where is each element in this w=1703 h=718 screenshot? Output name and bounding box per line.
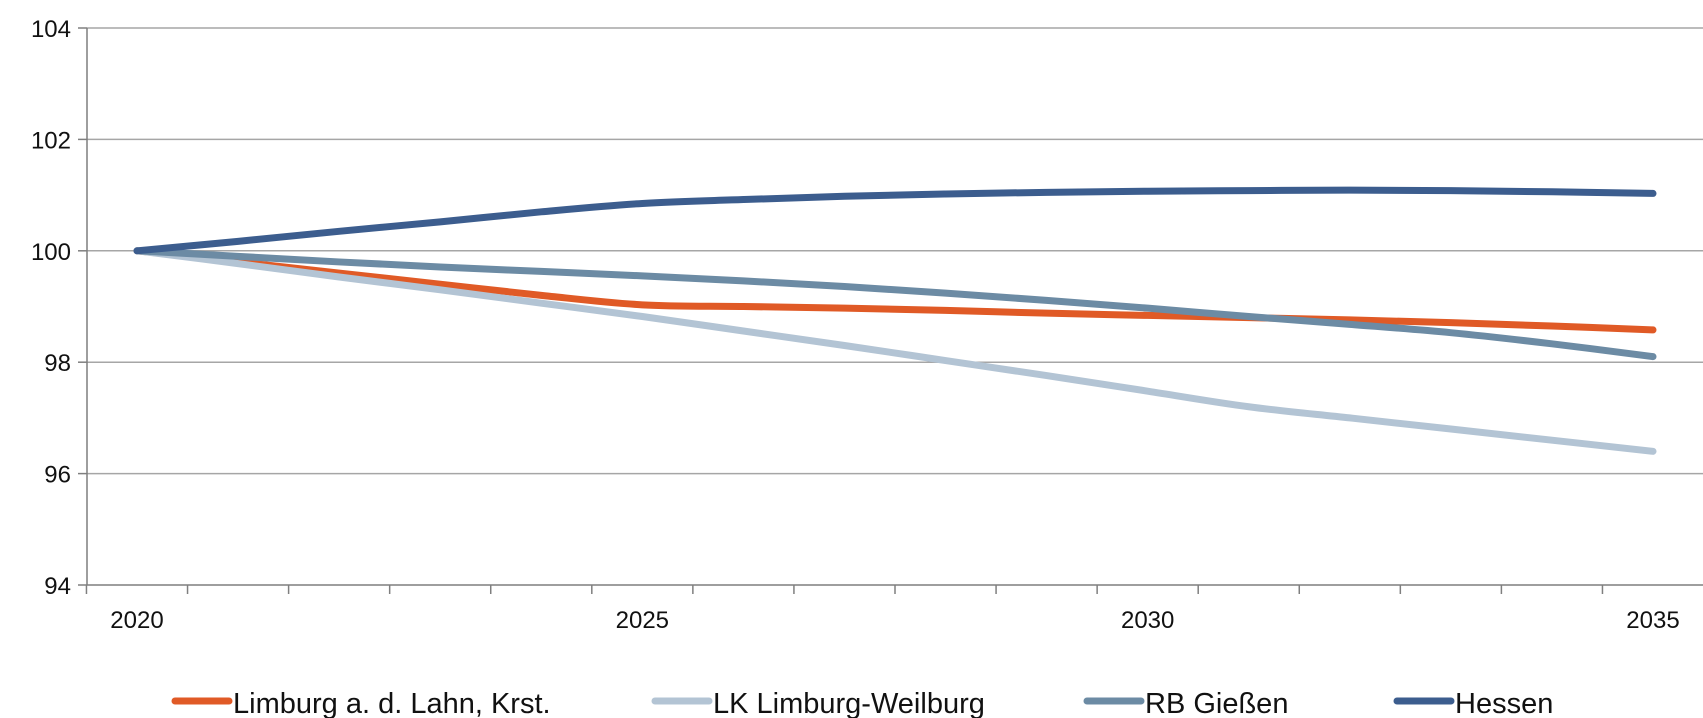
x-tick-label: 2030 bbox=[1121, 607, 1174, 634]
legend-label: Limburg a. d. Lahn, Krst. bbox=[233, 688, 551, 718]
y-tick-label: 98 bbox=[44, 350, 71, 377]
series-line-4 bbox=[133, 186, 1657, 255]
series-lines bbox=[133, 186, 1657, 455]
legend: Limburg a. d. Lahn, Krst. LK Limburg-Weil… bbox=[171, 688, 1553, 718]
legend-label: Hessen bbox=[1455, 688, 1553, 718]
series-line-1 bbox=[133, 247, 1657, 334]
series-line-2 bbox=[133, 247, 1657, 455]
y-tick-label: 104 bbox=[31, 16, 71, 43]
series-line-3 bbox=[133, 247, 1657, 361]
y-tick-label: 102 bbox=[31, 127, 71, 154]
legend-label: LK Limburg-Weilburg bbox=[713, 688, 985, 718]
axes: 94 96 98 100 102 104 2020 2025 2030 2035 bbox=[31, 16, 1703, 634]
x-tick-label: 2035 bbox=[1626, 607, 1679, 634]
y-tick-label: 94 bbox=[44, 573, 71, 600]
y-tick-label: 96 bbox=[44, 462, 71, 489]
x-tick-label: 2025 bbox=[616, 607, 669, 634]
legend-label: RB Gießen bbox=[1145, 688, 1288, 718]
x-tick-label: 2020 bbox=[110, 607, 163, 634]
grid-lines bbox=[87, 27, 1703, 475]
y-tick-label: 100 bbox=[31, 239, 71, 266]
